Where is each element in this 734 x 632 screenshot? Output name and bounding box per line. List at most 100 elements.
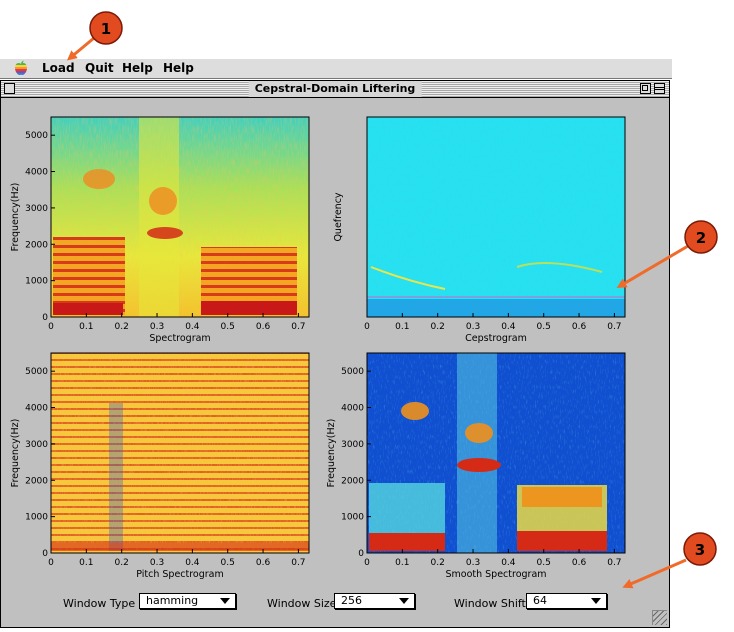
x-tick-label: 0.2 — [115, 558, 129, 568]
x-tick-label: 0 — [48, 558, 54, 568]
resize-grip-icon[interactable] — [652, 610, 667, 625]
window-size-value: 256 — [341, 594, 362, 607]
x-tick-label: 0.5 — [537, 322, 551, 332]
x-tick-label: 0.1 — [79, 322, 93, 332]
chevron-down-icon — [591, 598, 601, 604]
menu-bar: Load Quit Help Help — [0, 59, 672, 79]
y-tick-label: 3000 — [25, 440, 48, 450]
low-quefrency-band — [367, 299, 625, 317]
harmonic-region — [53, 237, 125, 315]
menu-help[interactable]: Help — [122, 61, 153, 75]
low-energy-band — [201, 301, 297, 315]
spectrogram-chart: 0 0.1 0.2 0.3 0.4 0.5 0.6 0.7 0 1000 2000 3000 4000 5… — [10, 116, 310, 344]
x-tick-label: 0.3 — [466, 558, 480, 568]
x-axis-label: Smooth Spectrogram — [445, 569, 546, 580]
plot-frame — [50, 352, 310, 554]
y-tick-label: 3000 — [25, 204, 48, 214]
y-axis-label: Frequency(Hz) — [10, 419, 21, 488]
title-bar[interactable]: Cepstral-Domain Liftering — [1, 81, 669, 98]
x-tick-label: 0.1 — [395, 558, 409, 568]
x-tick-label: 0.2 — [115, 322, 129, 332]
x-tick-label: 0.4 — [185, 322, 200, 332]
main-window: Cepstral-Domain Liftering — [0, 80, 670, 628]
formant-blob — [465, 423, 493, 443]
zoom-box[interactable] — [640, 83, 651, 94]
cepstrogram-chart: 0 0.1 0.2 0.3 0.4 0.5 0.6 0.7 Cepstrogram Quefren… — [333, 116, 626, 344]
x-tick-label: 0.2 — [431, 558, 445, 568]
y-axis-label: Quefrency — [333, 192, 344, 241]
y-tick-label: 3000 — [341, 440, 364, 450]
collapse-box[interactable] — [654, 83, 665, 94]
x-tick-label: 0.6 — [572, 322, 587, 332]
pitch-track — [516, 262, 603, 273]
low-energy-band — [369, 533, 445, 551]
x-axis-label: Pitch Spectrogram — [136, 569, 224, 580]
formant-blob — [149, 187, 177, 215]
menu-load[interactable]: Load — [42, 61, 75, 75]
plot-frame — [50, 116, 310, 318]
y-tick-label: 1000 — [341, 513, 364, 523]
formant-blob — [83, 169, 115, 189]
x-tick-label: 0 — [364, 322, 370, 332]
y-tick-label: 5000 — [25, 367, 48, 377]
window-type-dropdown[interactable]: hamming — [139, 593, 236, 609]
x-axis-label: Cepstrogram — [465, 333, 527, 344]
low-energy-band — [53, 303, 123, 315]
close-box[interactable] — [4, 83, 15, 94]
x-tick-label: 0 — [48, 322, 54, 332]
x-tick-label: 0.3 — [466, 322, 480, 332]
y-tick-label: 2000 — [341, 476, 364, 486]
x-axis-label: Spectrogram — [149, 333, 210, 344]
formant-blob — [401, 402, 429, 420]
callout-2-label: 2 — [696, 229, 706, 247]
callout-2-circle — [684, 220, 718, 254]
apple-logo-icon[interactable] — [13, 60, 29, 76]
pitch-spectrogram-chart: 0 0.1 0.2 0.3 0.4 0.5 0.6 0.7 0 1000 2000 3000 4000 5… — [10, 352, 310, 580]
menu-help-2[interactable]: Help — [163, 61, 194, 75]
y-tick-label: 4000 — [25, 168, 48, 178]
fricative-region — [139, 117, 179, 317]
smooth-spectrogram-plot-area: 0 0.1 0.2 0.3 0.4 0.5 0.6 0.7 0 1000 2000 3000 4000 5… — [326, 352, 626, 580]
x-tick-label: 0.1 — [79, 558, 93, 568]
window-type-value: hamming — [146, 594, 199, 607]
callout-3-label: 3 — [695, 541, 705, 559]
plot-frame — [366, 352, 626, 554]
callout-3-circle — [683, 532, 717, 566]
x-tick-label: 0 — [364, 558, 370, 568]
y-tick-label: 2000 — [25, 476, 48, 486]
window-shift-dropdown[interactable]: 64 — [526, 593, 607, 609]
x-tick-label: 0.2 — [431, 322, 445, 332]
pitch-spectrogram-plot-area: 0 0.1 0.2 0.3 0.4 0.5 0.6 0.7 0 1000 2000 3000 4000 5… — [10, 352, 310, 580]
window-shift-label: Window Shift — [454, 597, 526, 610]
y-tick-label: 0 — [42, 549, 48, 559]
window-title: Cepstral-Domain Liftering — [248, 81, 422, 97]
chevron-down-icon — [220, 598, 230, 604]
smooth-spectrogram-chart: 0 0.1 0.2 0.3 0.4 0.5 0.6 0.7 0 1000 2000 3000 4000 5… — [326, 352, 626, 580]
x-tick-label: 0.7 — [291, 322, 305, 332]
y-tick-label: 0 — [358, 549, 364, 559]
x-tick-label: 0.5 — [221, 322, 235, 332]
callout-1-arrow — [66, 36, 95, 61]
formant-blob — [457, 458, 501, 472]
window-size-dropdown[interactable]: 256 — [334, 593, 415, 609]
x-tick-label: 0.6 — [572, 558, 587, 568]
x-tick-label: 0.4 — [185, 558, 200, 568]
callout-1-circle — [89, 11, 123, 45]
x-tick-label: 0.3 — [150, 558, 164, 568]
y-axis-label: Frequency(Hz) — [326, 419, 337, 488]
x-tick-label: 0.6 — [256, 322, 271, 332]
window-size-label: Window Size — [267, 597, 337, 610]
x-tick-label: 0.5 — [537, 558, 551, 568]
low-energy-band — [51, 543, 309, 551]
heatmap-texture — [367, 117, 625, 317]
heatmap-texture — [51, 353, 309, 553]
y-tick-label: 1000 — [25, 277, 48, 287]
chevron-down-icon — [399, 598, 409, 604]
window-type-label: Window Type — [63, 597, 136, 610]
y-tick-label: 5000 — [25, 131, 48, 141]
window-shift-value: 64 — [533, 594, 547, 607]
y-tick-label: 4000 — [25, 404, 48, 414]
menu-quit[interactable]: Quit — [85, 61, 114, 75]
y-tick-label: 4000 — [341, 404, 364, 414]
formant-band — [522, 487, 602, 507]
